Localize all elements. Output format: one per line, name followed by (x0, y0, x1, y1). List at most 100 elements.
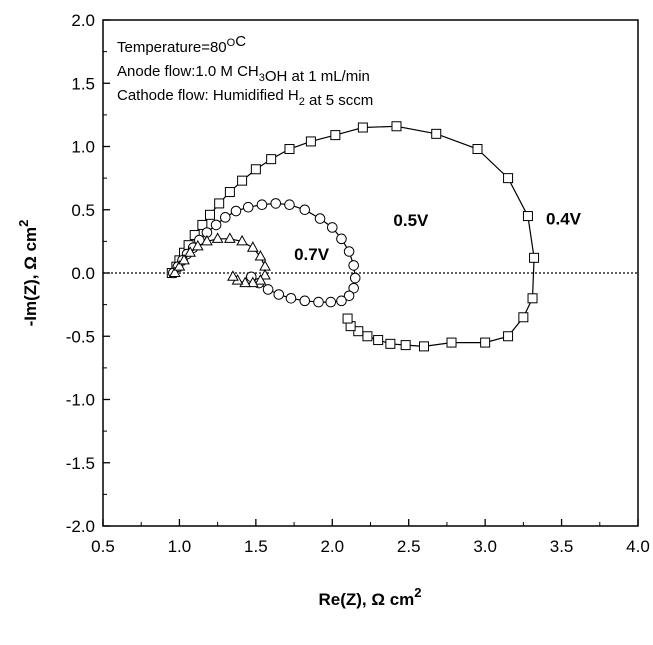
data-point (211, 232, 224, 243)
data-point (205, 209, 215, 220)
data-point (246, 241, 259, 252)
data-point (285, 293, 297, 304)
x-tick-label: 3.0 (473, 537, 497, 556)
data-point (314, 213, 326, 224)
data-point (336, 233, 347, 245)
data-point (250, 164, 261, 175)
annotation-line: Anode flow:1.0 M CH3OH at 1 mL/min (117, 63, 370, 85)
x-tick-label: 3.5 (550, 537, 574, 556)
data-point (503, 173, 514, 184)
y-tick-label: 0.0 (71, 264, 95, 283)
data-point (527, 293, 538, 304)
data-point (343, 246, 355, 257)
data-point (256, 199, 268, 210)
data-point (431, 128, 442, 139)
data-point (259, 269, 271, 280)
data-point (348, 260, 359, 271)
data-point (349, 272, 361, 284)
data-point (230, 205, 242, 217)
data-point (237, 175, 248, 186)
x-tick-label: 0.5 (91, 537, 115, 556)
data-point (284, 144, 295, 155)
data-point (246, 276, 259, 288)
data-point (254, 250, 267, 261)
data-point (219, 212, 231, 223)
annotation-line: Cathode flow: Humidified H2 at 5 sccm (117, 87, 373, 109)
data-point (391, 121, 402, 132)
data-point (343, 290, 355, 302)
data-point (259, 260, 271, 271)
x-tick-label: 1.5 (244, 537, 268, 556)
data-point (472, 144, 483, 155)
data-point (353, 326, 364, 337)
data-point (326, 222, 338, 233)
series-label: 0.4V (546, 210, 582, 229)
axis-ticks (102, 19, 639, 527)
series-label: 0.5V (393, 211, 429, 230)
condition-annotations: Temperature=80OC Anode flow:1.0 M CH3OH a… (117, 33, 373, 109)
data-point (224, 187, 235, 198)
series-0.5V: 0.5V (168, 198, 429, 308)
data-point (201, 234, 213, 246)
data-point (254, 274, 267, 285)
x-axis-title: Re(Z), Ω cm2 (318, 585, 421, 609)
data-point (242, 201, 254, 213)
y-tick-label: 2.0 (71, 11, 95, 30)
data-point (299, 204, 311, 216)
data-point (518, 312, 529, 323)
data-point (503, 331, 514, 342)
data-point (191, 239, 204, 251)
data-point (227, 270, 239, 281)
data-point (236, 234, 248, 246)
data-point (305, 136, 316, 147)
y-tick-label: 1.5 (71, 74, 95, 93)
x-tick-label: 2.0 (320, 537, 344, 556)
data-point (273, 289, 285, 300)
data-point (336, 295, 347, 307)
y-tick-label: -2.0 (66, 517, 95, 536)
y-tick-label: -0.5 (66, 327, 95, 346)
x-tick-label: 4.0 (626, 537, 650, 556)
data-point (284, 199, 295, 210)
data-point (325, 296, 337, 308)
data-point (342, 313, 353, 324)
data-point (197, 219, 208, 230)
data-point (362, 331, 373, 342)
series-layer: 0.4V 0.5V 0.7V (166, 121, 582, 352)
data-point (173, 260, 186, 271)
data-point (210, 219, 222, 231)
data-point (373, 335, 384, 346)
series-line (171, 125, 535, 348)
annotation-line: Temperature=80OC (117, 33, 246, 56)
data-point (419, 341, 429, 352)
data-point (214, 198, 225, 209)
data-point (400, 340, 411, 351)
series-0.4V: 0.4V (166, 121, 582, 352)
tick-labels: 0.5 1.0 1.5 2.0 2.5 3.0 3.5 4.0 2.0 1.5 1.0 0.5 0.0 -… (66, 11, 650, 556)
data-point (266, 154, 277, 165)
y-axis-title: -Im(Z), Ω cm2 (16, 220, 40, 327)
data-point (446, 337, 457, 348)
data-point (385, 338, 396, 349)
series-0.7V: 0.7V (168, 232, 330, 288)
data-point (262, 284, 274, 295)
data-point (168, 266, 181, 277)
data-point (178, 253, 190, 265)
data-point (348, 282, 359, 294)
x-tick-label: 2.5 (397, 537, 421, 556)
data-point (184, 246, 196, 257)
y-tick-label: -1.5 (66, 454, 95, 473)
y-tick-label: -1.0 (66, 391, 95, 410)
data-point (330, 130, 341, 141)
data-point (313, 296, 324, 308)
y-tick-label: 1.0 (71, 138, 95, 157)
data-point (224, 232, 236, 243)
data-point (270, 198, 282, 209)
data-point (299, 295, 311, 307)
data-point (522, 211, 533, 222)
data-point (357, 122, 368, 133)
data-point (480, 337, 491, 348)
y-tick-label: 0.5 (71, 201, 95, 220)
x-tick-label: 1.0 (168, 537, 192, 556)
